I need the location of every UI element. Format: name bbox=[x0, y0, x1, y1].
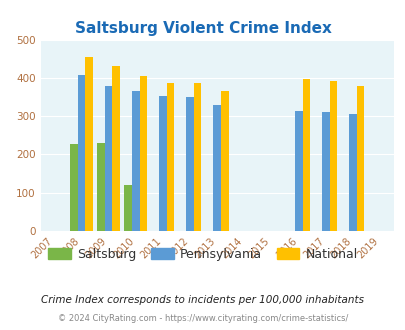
Bar bbox=[124, 185, 132, 231]
Bar bbox=[329, 81, 337, 231]
Text: Saltsburg Violent Crime Index: Saltsburg Violent Crime Index bbox=[75, 21, 330, 36]
Bar bbox=[302, 79, 309, 231]
Bar bbox=[220, 91, 228, 231]
Bar bbox=[356, 85, 364, 231]
Bar bbox=[85, 57, 92, 231]
Bar bbox=[294, 111, 302, 231]
Bar bbox=[112, 66, 119, 231]
Bar bbox=[104, 85, 112, 231]
Text: © 2024 CityRating.com - https://www.cityrating.com/crime-statistics/: © 2024 CityRating.com - https://www.city… bbox=[58, 314, 347, 323]
Bar bbox=[193, 83, 201, 231]
Legend: Saltsburg, Pennsylvania, National: Saltsburg, Pennsylvania, National bbox=[43, 243, 362, 266]
Bar bbox=[166, 83, 174, 231]
Bar bbox=[159, 96, 166, 231]
Bar bbox=[70, 144, 77, 231]
Text: Crime Index corresponds to incidents per 100,000 inhabitants: Crime Index corresponds to incidents per… bbox=[41, 295, 364, 305]
Bar bbox=[186, 97, 193, 231]
Bar bbox=[97, 143, 104, 231]
Bar bbox=[77, 75, 85, 231]
Bar bbox=[348, 114, 356, 231]
Bar bbox=[213, 106, 220, 231]
Bar bbox=[321, 112, 329, 231]
Bar bbox=[132, 91, 139, 231]
Bar bbox=[139, 76, 147, 231]
